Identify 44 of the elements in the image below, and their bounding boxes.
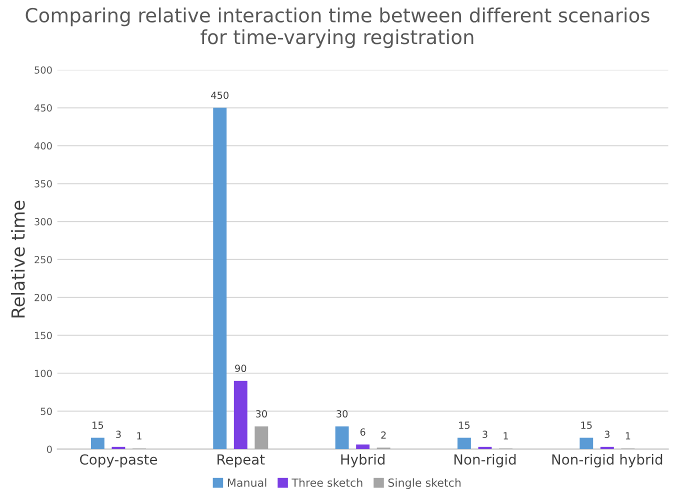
y-tick-label: 250: [34, 256, 52, 264]
y-tick-label: 0: [46, 446, 52, 453]
y-tick-label: 150: [35, 332, 52, 340]
data-label: 15: [459, 422, 470, 429]
x-tick-label: Non-rigid: [454, 454, 516, 468]
data-label: 3: [482, 430, 488, 438]
y-tick-label: 100: [35, 370, 52, 378]
bar: [458, 438, 471, 450]
y-tick-label: 450: [34, 104, 52, 112]
bar: [213, 108, 227, 450]
data-label: 2: [381, 431, 386, 439]
bar: [580, 438, 594, 450]
bar: [335, 426, 349, 450]
bar: [254, 426, 268, 450]
data-label: 30: [336, 410, 348, 418]
data-label: 15: [92, 422, 104, 429]
x-tick-label: Repeat: [218, 454, 265, 468]
y-tick-label: 500: [34, 66, 52, 74]
bar: [234, 380, 248, 450]
y-tick-label: 400: [34, 142, 52, 150]
y-tick-label: 300: [34, 218, 52, 226]
x-tick-label: Non-rigid hybrid: [552, 454, 662, 468]
data-label: 15: [581, 422, 592, 429]
data-label: 1: [504, 432, 508, 440]
bar: [356, 444, 370, 450]
data-label: 1: [137, 432, 142, 440]
x-tick-label: Copy-paste: [80, 454, 157, 468]
data-label: 450: [211, 92, 228, 99]
y-tick-label: 350: [34, 180, 52, 188]
y-tick-label: 200: [34, 294, 52, 302]
y-tick-label: 50: [40, 408, 52, 416]
data-label: 90: [235, 364, 246, 372]
chart-title: Comparing relative interaction time between different scenarios for time-varying registration: [26, 7, 650, 48]
y-axis-title: Relative time: [10, 200, 25, 318]
x-tick-label: Hybrid: [341, 454, 384, 468]
data-label: 1: [626, 432, 630, 440]
data-label: 6: [360, 428, 366, 436]
data-label: 3: [604, 430, 610, 438]
legend-label: Three sketch: [292, 478, 362, 487]
legend-label: Manual: [228, 478, 266, 487]
data-label: 3: [116, 430, 121, 438]
data-label: 30: [256, 410, 267, 418]
legend-label: Single sketch: [388, 478, 461, 489]
bar: [90, 438, 104, 450]
